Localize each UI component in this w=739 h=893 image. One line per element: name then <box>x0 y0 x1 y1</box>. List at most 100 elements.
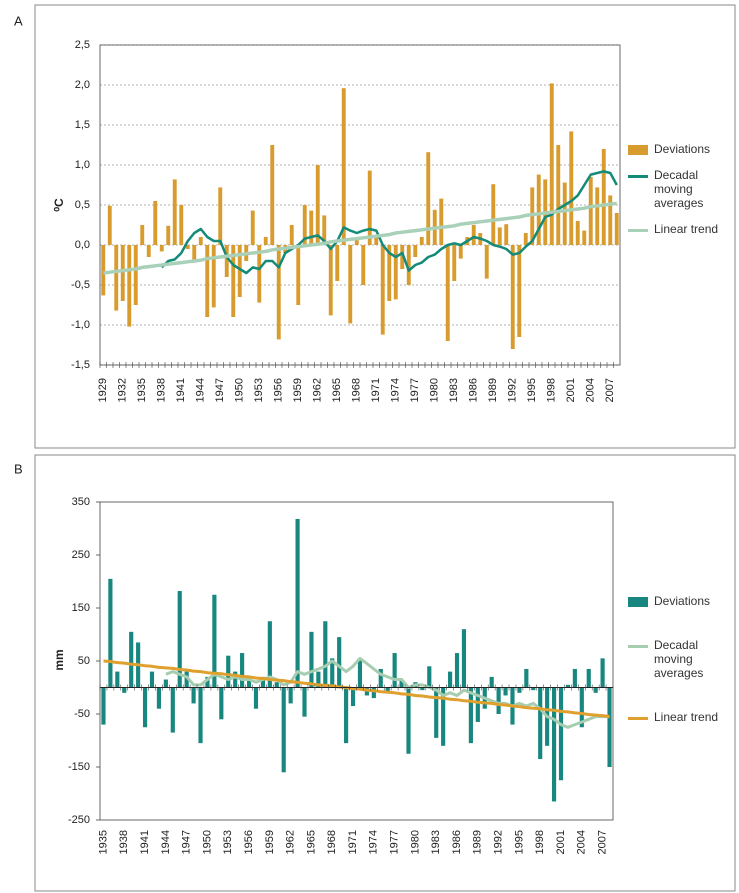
y-tick-label: -0,5 <box>71 279 90 291</box>
bar <box>267 621 272 688</box>
bar <box>120 245 125 301</box>
bar <box>361 245 366 285</box>
x-tick-label: 2004 <box>576 830 588 854</box>
y-tick-label: -250 <box>68 814 90 826</box>
bar <box>593 687 598 693</box>
x-tick-label: 1950 <box>234 378 246 402</box>
x-tick-label: 1974 <box>390 378 402 402</box>
bar <box>309 631 314 688</box>
bar <box>387 245 392 301</box>
line <box>160 170 618 275</box>
bar <box>170 687 175 733</box>
bar <box>434 687 439 738</box>
x-tick-label: 1932 <box>117 378 129 402</box>
y-tick-label: 350 <box>72 496 90 508</box>
x-tick-label: 1953 <box>253 378 265 402</box>
bar <box>491 184 496 245</box>
bar <box>253 687 259 709</box>
bar <box>226 655 231 688</box>
y-tick-label: 250 <box>72 549 90 561</box>
x-tick-label: 1935 <box>136 378 148 402</box>
bar <box>231 245 236 317</box>
x-tick-label: 1965 <box>331 378 343 402</box>
bar <box>330 658 335 688</box>
bar <box>562 182 567 245</box>
bar <box>107 205 112 245</box>
y-tick-label: -1,0 <box>71 319 90 331</box>
bar <box>153 201 158 245</box>
y-tick-label: -50 <box>74 708 90 720</box>
bar <box>448 671 453 688</box>
bar <box>579 687 584 728</box>
y-tick-label: 150 <box>72 602 90 614</box>
legend-label: Deviations <box>654 594 711 608</box>
bar <box>142 687 148 728</box>
x-tick-label: 1983 <box>430 830 442 854</box>
x-tick-label: 1968 <box>326 830 338 854</box>
bar <box>503 687 508 696</box>
x-tick-label: 1959 <box>292 378 304 402</box>
bar <box>295 518 300 688</box>
bar <box>538 687 543 760</box>
bar <box>191 687 196 704</box>
legend-label: Decadal moving averages <box>654 168 704 210</box>
bar <box>586 668 591 688</box>
bar <box>348 245 353 324</box>
x-tick-label: 1944 <box>195 378 207 402</box>
x-tick-label: 1983 <box>448 378 460 402</box>
legend: Deviations Decadal moving averages Linear … <box>628 142 733 236</box>
bar <box>335 245 340 281</box>
y-tick-label: 2,0 <box>75 79 90 91</box>
x-tick-label: 1986 <box>468 378 480 402</box>
x-tick-label: 1935 <box>97 830 109 854</box>
x-tick-label: 1977 <box>389 830 401 854</box>
bar <box>159 245 164 252</box>
legend-swatch <box>628 175 648 178</box>
bar <box>129 631 134 688</box>
y-tick-label: -150 <box>68 761 90 773</box>
legend-label: Decadal moving averages <box>654 638 704 680</box>
x-tick-label: 1959 <box>264 830 276 854</box>
y-tick-label: 0,5 <box>75 199 90 211</box>
x-tick-label: 1989 <box>472 830 484 854</box>
bar <box>413 245 418 257</box>
bar <box>475 687 480 722</box>
legend-swatch <box>628 645 648 648</box>
bar <box>354 237 359 245</box>
x-tick-label: 1968 <box>351 378 363 402</box>
bar <box>378 668 383 688</box>
bar <box>101 245 106 296</box>
x-tick-label: 1929 <box>97 378 109 402</box>
x-tick-label: 1995 <box>513 830 525 854</box>
bar <box>458 245 463 259</box>
bar <box>302 205 307 245</box>
bar <box>607 687 612 767</box>
bar <box>260 676 265 688</box>
legend-item: Deviations <box>628 142 733 156</box>
x-tick-label: 1965 <box>305 830 317 854</box>
bar <box>322 215 327 245</box>
bar <box>192 245 197 261</box>
y-tick-label: 2,5 <box>75 39 90 51</box>
legend-swatch <box>628 717 648 720</box>
bar <box>246 676 252 688</box>
x-tick-label: 1974 <box>368 830 380 854</box>
bar <box>344 687 349 744</box>
legend-label: Deviations <box>654 142 711 156</box>
x-tick-label: 1947 <box>181 830 193 854</box>
bar <box>406 245 411 285</box>
panel-frame <box>34 4 736 449</box>
legend-label: Linear trend <box>654 710 719 724</box>
bar <box>367 170 372 245</box>
bar <box>582 230 587 245</box>
x-tick-label: 1992 <box>493 830 505 854</box>
bar <box>385 687 390 693</box>
legend-item: Linear trend <box>628 710 733 724</box>
x-tick-label: 1995 <box>526 378 538 402</box>
x-tick-label: 1992 <box>507 378 519 402</box>
bar <box>101 687 106 725</box>
x-tick-label: 1977 <box>409 378 421 402</box>
bar <box>601 149 606 245</box>
x-tick-label: 1989 <box>487 378 499 402</box>
